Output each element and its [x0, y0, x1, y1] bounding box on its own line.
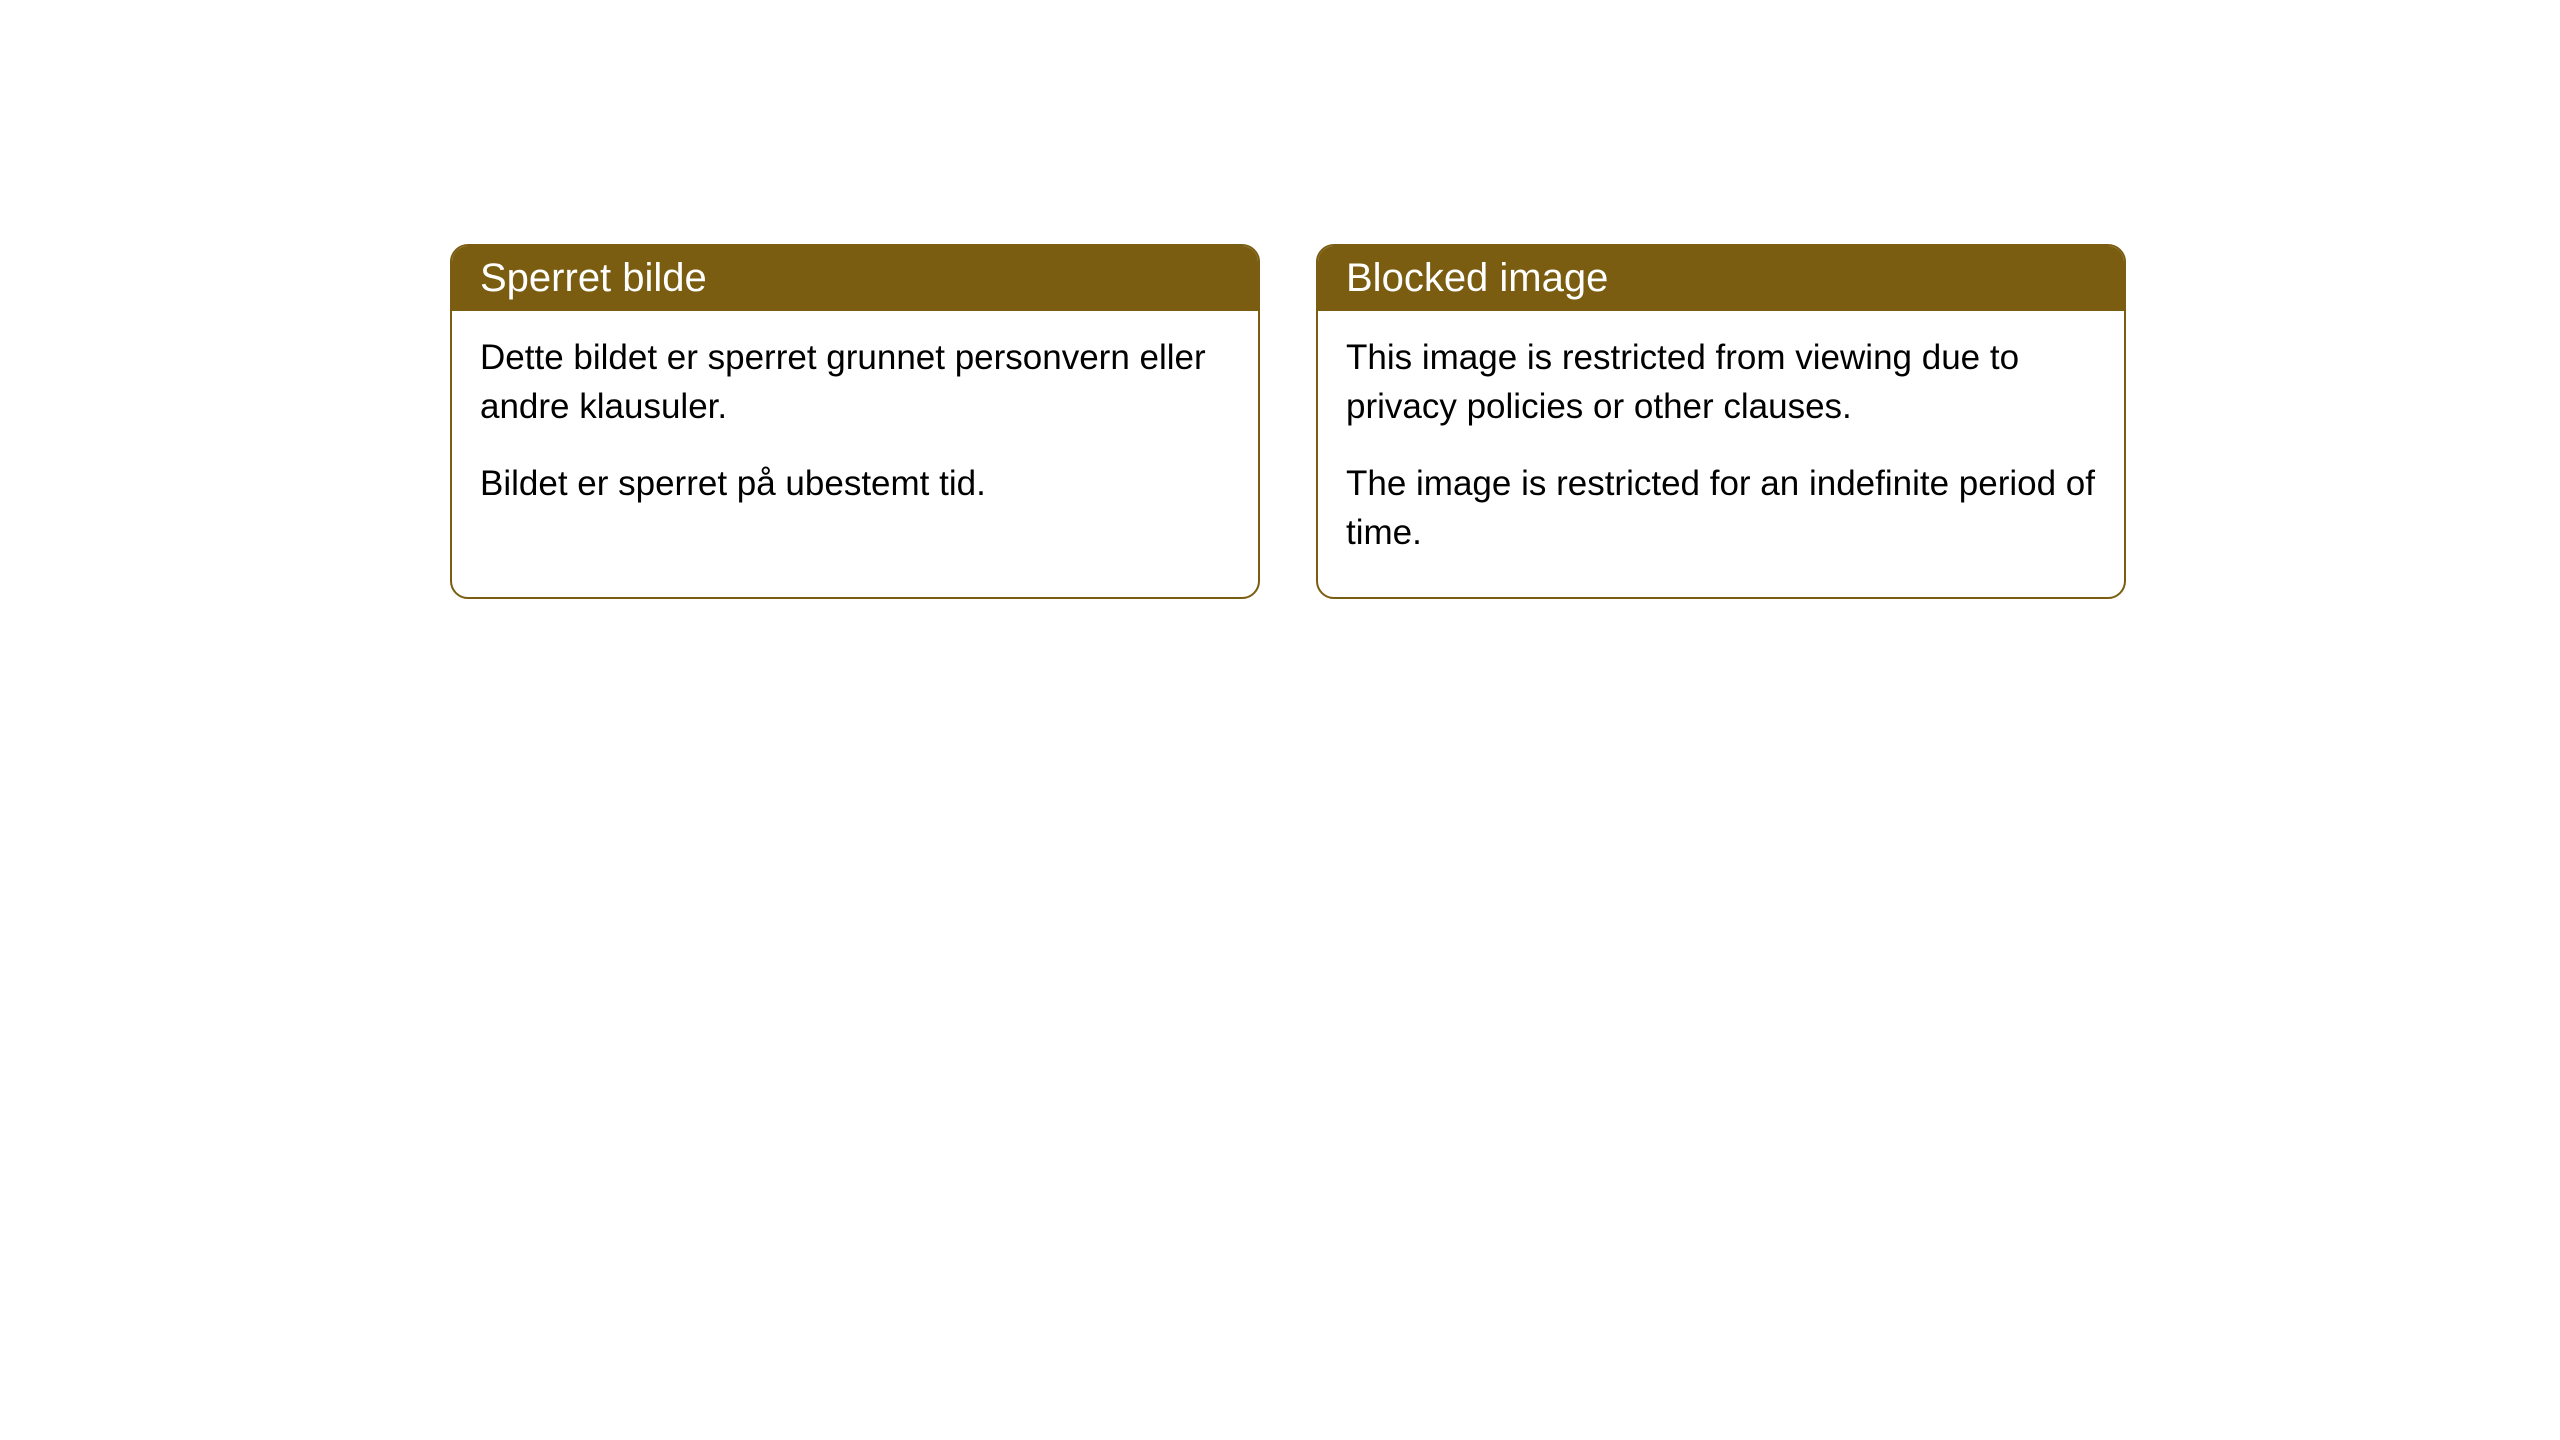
card-paragraph: The image is restricted for an indefinit… [1346, 459, 2096, 557]
card-norwegian: Sperret bilde Dette bildet er sperret gr… [450, 244, 1260, 599]
card-paragraph: Dette bildet er sperret grunnet personve… [480, 333, 1230, 431]
card-body-norwegian: Dette bildet er sperret grunnet personve… [452, 311, 1258, 548]
card-paragraph: This image is restricted from viewing du… [1346, 333, 2096, 431]
card-paragraph: Bildet er sperret på ubestemt tid. [480, 459, 1230, 508]
card-english: Blocked image This image is restricted f… [1316, 244, 2126, 599]
card-body-english: This image is restricted from viewing du… [1318, 311, 2124, 597]
card-header-norwegian: Sperret bilde [452, 246, 1258, 311]
blocked-image-cards: Sperret bilde Dette bildet er sperret gr… [450, 244, 2126, 599]
card-header-english: Blocked image [1318, 246, 2124, 311]
